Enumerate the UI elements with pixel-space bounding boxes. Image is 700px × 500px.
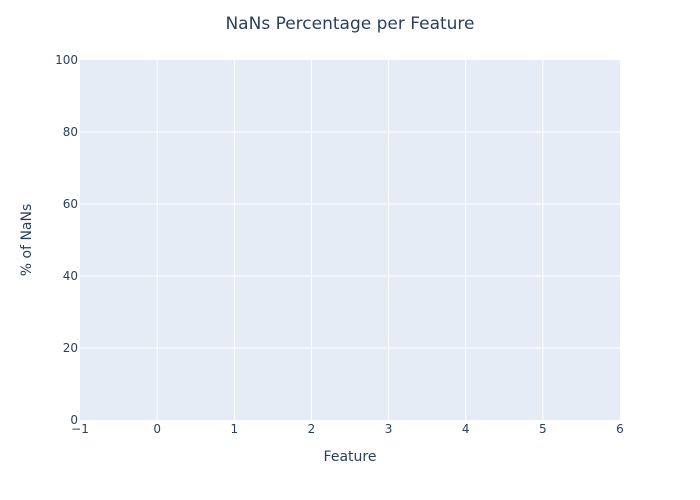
y-axis-title: % of NaNs bbox=[19, 204, 35, 277]
y-tick-label: 80 bbox=[63, 125, 78, 139]
y-tick-labels: 0 20 40 60 80 100 bbox=[55, 53, 78, 427]
x-tick-label: 0 bbox=[153, 422, 161, 436]
x-tick-label: 1 bbox=[230, 422, 238, 436]
y-tick-label: 100 bbox=[55, 53, 78, 67]
x-tick-label: −1 bbox=[71, 422, 89, 436]
x-tick-label: 5 bbox=[539, 422, 547, 436]
x-axis-title: Feature bbox=[324, 449, 377, 465]
y-tick-label: 40 bbox=[63, 269, 78, 283]
y-tick-label: 0 bbox=[70, 413, 78, 427]
x-tick-labels: −1 0 1 2 3 4 5 6 bbox=[71, 422, 624, 436]
x-tick-label: 4 bbox=[462, 422, 470, 436]
x-tick-label: 6 bbox=[616, 422, 624, 436]
x-tick-label: 2 bbox=[308, 422, 316, 436]
y-tick-label: 20 bbox=[63, 341, 78, 355]
chart-title: NaNs Percentage per Feature bbox=[225, 14, 474, 34]
x-tick-label: 3 bbox=[385, 422, 393, 436]
grid-layer bbox=[80, 60, 620, 420]
plot-area bbox=[80, 60, 620, 420]
y-tick-label: 60 bbox=[63, 197, 78, 211]
